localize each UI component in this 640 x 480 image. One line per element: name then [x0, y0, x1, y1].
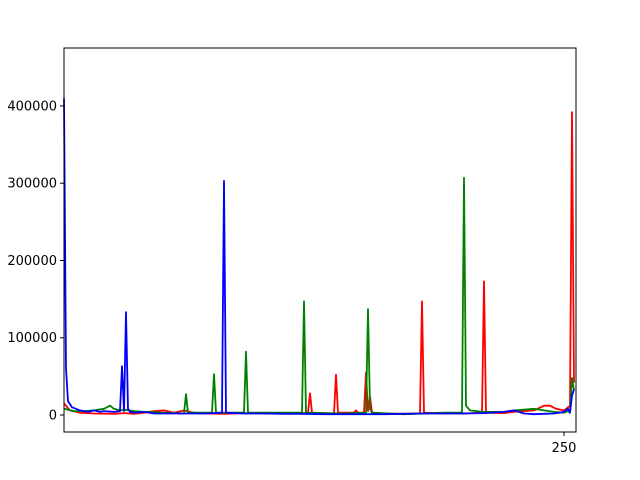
plot-frame — [63, 47, 577, 433]
series-layer — [63, 98, 575, 416]
y-tick-label: 400000 — [7, 99, 57, 114]
y-tick-label: 0 — [49, 409, 57, 424]
y-tick-label: 100000 — [7, 331, 57, 346]
x-tick-label: 250 — [552, 441, 577, 456]
tick-layer: 0 100000 200000 300000 400000 250 — [7, 99, 576, 456]
plot-area — [64, 48, 576, 432]
series-red-line — [63, 111, 575, 415]
y-tick-label: 300000 — [7, 177, 57, 192]
series-blue-line — [63, 98, 575, 416]
y-tick-label: 200000 — [7, 254, 57, 269]
